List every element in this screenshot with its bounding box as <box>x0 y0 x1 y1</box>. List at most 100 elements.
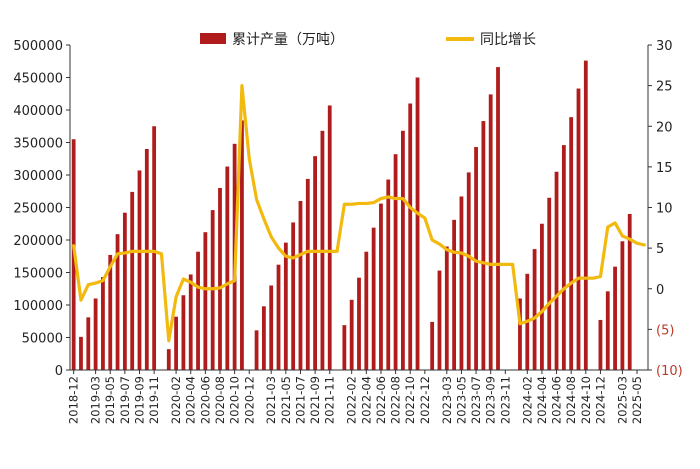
bar-2019-01 <box>79 336 83 370</box>
right-tick-label: (10) <box>656 364 683 379</box>
x-tick-label: 2023-05 <box>454 376 468 424</box>
bar-2023-08 <box>481 121 486 370</box>
left-tick-label: 450000 <box>13 72 63 87</box>
x-tick-label: 2019-03 <box>89 376 103 424</box>
bar-2023-02 <box>437 270 442 370</box>
bar-2020-08 <box>218 188 222 370</box>
x-tick-label: 2024-10 <box>579 376 593 424</box>
x-tick-label: 2021-11 <box>323 376 337 424</box>
bar-2020-11 <box>240 120 244 371</box>
line-series <box>72 84 646 343</box>
bar-2024-12 <box>598 319 603 370</box>
right-tick-label: 0 <box>656 283 664 298</box>
right-tick-label: 5 <box>656 242 664 257</box>
bar-2023-05 <box>459 196 464 370</box>
bar-2020-06 <box>203 232 208 370</box>
bar-2022-06 <box>379 203 383 370</box>
bar-2019-02 <box>86 317 91 370</box>
left-tick-label: 400000 <box>13 104 63 119</box>
left-tick-label: 350000 <box>13 137 63 152</box>
x-tick-label: 2022-04 <box>359 376 373 424</box>
left-tick-label: 100000 <box>13 299 63 314</box>
bar-2021-05 <box>283 242 288 370</box>
left-tick-label: 300000 <box>13 169 63 184</box>
x-tick-label: 2020-08 <box>213 376 227 424</box>
bar-2019-10 <box>144 149 149 370</box>
x-axis-ticks: 2018-12 2019-03 2019-05 2019-07 2019-09 2019-… <box>67 370 644 424</box>
x-tick-label: 2024-12 <box>593 376 607 424</box>
bar-2021-07 <box>298 201 303 370</box>
bar-2023-07 <box>474 147 478 370</box>
bar-2019-06 <box>115 234 120 370</box>
bar-2020-01 <box>166 349 171 370</box>
x-tick-label: 2025-03 <box>615 376 629 424</box>
right-tick-label: 20 <box>656 120 673 135</box>
x-tick-label: 2022-06 <box>374 376 388 424</box>
bar-2022-02 <box>349 299 354 370</box>
bar-2019-09 <box>137 170 142 370</box>
left-tick-label: 500000 <box>13 39 63 54</box>
bar-2023-03 <box>444 246 449 370</box>
bar-2021-06 <box>291 222 296 370</box>
bar-2023-10 <box>496 67 500 370</box>
x-tick-label: 2024-06 <box>550 376 564 424</box>
bar-2021-09 <box>313 156 317 370</box>
x-tick-label: 2021-09 <box>308 376 322 424</box>
legend-label-production: 累计产量（万吨） <box>232 32 344 48</box>
x-tick-label: 2018-12 <box>67 376 81 424</box>
x-tick-label: 2020-04 <box>184 376 198 424</box>
x-tick-label: 2022-12 <box>418 376 432 424</box>
left-axis-ticks: 0 50000 100000 150000 200000 250000 300000 3500… <box>13 39 70 379</box>
bar-2023-04 <box>452 219 457 370</box>
bar-2024-08 <box>569 117 574 371</box>
x-tick-label: 2025-05 <box>630 376 644 424</box>
x-tick-label: 2019-05 <box>103 376 117 424</box>
x-tick-label: 2021-03 <box>264 376 278 424</box>
bar-2020-02 <box>174 316 178 370</box>
x-tick-label: 2023-03 <box>440 376 454 424</box>
bar-2024-05 <box>547 197 552 370</box>
x-tick-label: 2024-04 <box>535 376 549 424</box>
x-tick-label: 2019-09 <box>133 376 147 424</box>
x-tick-label: 2024-02 <box>520 376 534 424</box>
legend-swatch-production <box>200 33 226 44</box>
bar-2025-04 <box>627 214 632 370</box>
bar-2023-01 <box>430 321 435 370</box>
right-tick-label: 25 <box>656 80 673 95</box>
bar-series <box>71 60 632 371</box>
bar-2019-04 <box>101 277 105 370</box>
bar-2021-03 <box>269 285 274 370</box>
left-tick-label: 200000 <box>13 234 63 249</box>
bar-2024-01 <box>518 298 522 370</box>
x-tick-label: 2020-02 <box>169 376 183 424</box>
bar-2023-09 <box>488 94 493 371</box>
bar-2022-01 <box>342 325 347 370</box>
left-tick-label: 50000 <box>22 332 63 347</box>
x-tick-label: 2019-07 <box>118 376 132 424</box>
bar-2022-11 <box>415 77 420 370</box>
bar-2020-03 <box>181 295 186 370</box>
bar-2022-07 <box>386 179 391 370</box>
bar-2022-10 <box>408 103 413 370</box>
bar-2019-08 <box>130 191 135 370</box>
x-tick-label: 2022-08 <box>389 376 403 424</box>
left-tick-label: 150000 <box>13 267 63 282</box>
bar-2025-01 <box>605 291 610 370</box>
x-tick-label: 2021-07 <box>293 376 307 424</box>
legend: 累计产量（万吨） 同比增长 <box>200 32 536 48</box>
bar-2021-08 <box>305 178 310 370</box>
bar-2025-03 <box>620 241 625 370</box>
bar-2019-03 <box>93 298 98 370</box>
bar-2024-09 <box>576 88 581 371</box>
bar-2019-07 <box>122 212 127 370</box>
bar-2024-04 <box>540 223 544 370</box>
bar-2022-04 <box>364 251 369 370</box>
right-axis-ticks: (10) (5) 0 5 10 15 20 25 30 <box>648 39 683 379</box>
x-tick-label: 2020-10 <box>228 376 242 424</box>
bar-2021-11 <box>327 105 332 370</box>
x-tick-label: 2019-11 <box>147 376 161 424</box>
x-tick-label: 2023-09 <box>484 376 498 424</box>
left-tick-label: 0 <box>55 364 63 379</box>
bar-2025-02 <box>613 266 617 370</box>
